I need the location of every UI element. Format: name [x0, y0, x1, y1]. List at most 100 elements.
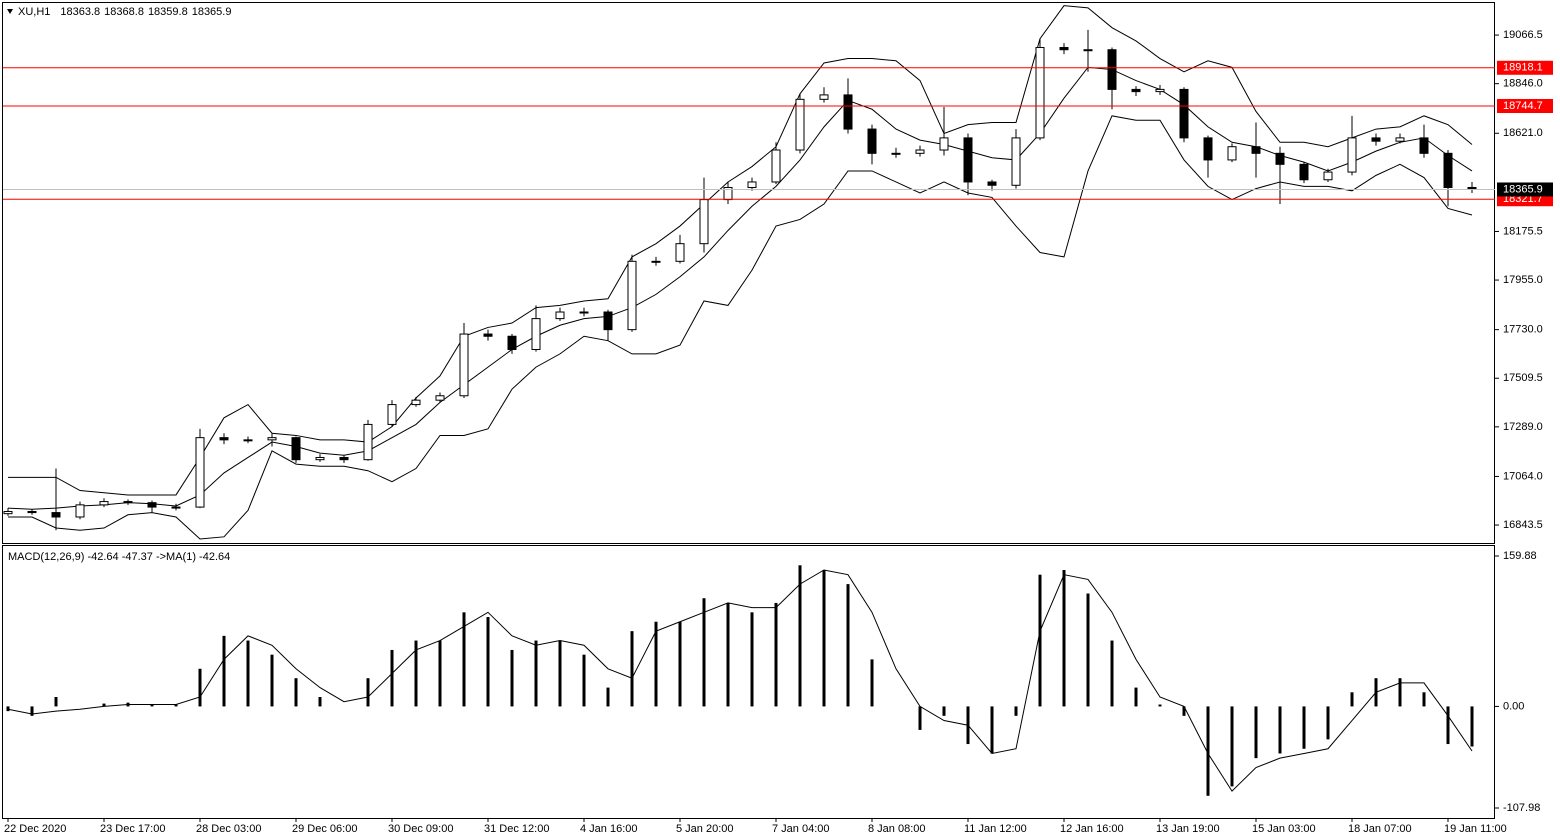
y-tick-label: 17730.0: [1503, 324, 1543, 336]
x-tick-label: 8 Jan 08:00: [868, 823, 926, 835]
macd-bar: [6, 706, 10, 712]
macd-bar: [150, 704, 154, 707]
macd-bar: [558, 640, 562, 707]
macd-bar: [1470, 706, 1474, 747]
macd-bar: [1134, 687, 1138, 707]
macd-bar: [438, 640, 442, 707]
candle-body: [795, 98, 805, 151]
bollinger-upper: [8, 5, 1473, 496]
macd-bar: [870, 659, 874, 707]
y-tick-label: 0.00: [1503, 700, 1524, 712]
x-tick-label: 5 Jan 20:00: [676, 823, 734, 835]
candle-body: [1251, 146, 1261, 154]
candle-body: [459, 333, 469, 397]
candle-body: [1275, 152, 1285, 165]
candle-body: [1011, 137, 1021, 186]
macd-bar: [678, 621, 682, 707]
macd-bar: [918, 706, 922, 730]
level-label-box: [1497, 182, 1553, 197]
candle-body: [1419, 137, 1429, 154]
macd-bar: [1254, 706, 1258, 759]
ohlc-value: 18363.8: [60, 6, 100, 18]
macd-bar: [1038, 574, 1042, 707]
macd-bar: [822, 569, 826, 707]
candle-body: [243, 439, 253, 442]
candle-body: [195, 437, 205, 508]
candle-body: [699, 199, 709, 245]
level-label-box: [1497, 60, 1553, 75]
macd-bar: [414, 640, 418, 707]
symbol-title: XU,H1: [18, 6, 50, 18]
candle-body: [1203, 137, 1213, 161]
candle-body: [1299, 163, 1309, 181]
macd-bar: [1326, 706, 1330, 740]
macd-bar: [510, 649, 514, 707]
candle-body: [867, 128, 877, 154]
candle-body: [843, 94, 853, 130]
bollinger-lower: [8, 115, 1473, 540]
candle-body: [315, 456, 325, 461]
macd-bar: [1398, 678, 1402, 707]
candle-body: [363, 423, 373, 461]
candle-body: [675, 243, 685, 262]
macd-bar: [1086, 593, 1090, 707]
x-tick-label: 30 Dec 09:00: [388, 823, 453, 835]
candle-body: [579, 311, 589, 314]
macd-bar: [582, 654, 586, 707]
candle-body: [555, 311, 565, 320]
candle-body: [3, 510, 13, 515]
macd-bar: [534, 640, 538, 707]
macd-bar: [1110, 640, 1114, 707]
macd-bar: [654, 621, 658, 707]
level-label-box: [1497, 98, 1553, 113]
macd-bar: [606, 687, 610, 707]
macd-bar: [1182, 706, 1186, 716]
macd-bar: [1278, 706, 1282, 754]
candle-body: [963, 137, 973, 183]
macd-bar: [270, 654, 274, 707]
y-tick-label: 19066.5: [1503, 29, 1543, 41]
candle-body: [483, 333, 493, 337]
candle-body: [1371, 137, 1381, 142]
macd-bar: [246, 640, 250, 707]
macd-bar: [366, 678, 370, 707]
level-label: 18744.7: [1503, 100, 1543, 112]
macd-panel: [2, 545, 1495, 819]
candle-body: [1035, 47, 1045, 139]
candle-body: [1179, 88, 1189, 139]
macd-bar: [1206, 706, 1210, 796]
macd-bar: [1230, 706, 1234, 787]
ohlc-value: 18365.9: [192, 6, 232, 18]
candle-body: [291, 437, 301, 461]
macd-bar: [54, 697, 58, 707]
candle-body: [75, 504, 85, 518]
macd-bar: [726, 602, 730, 707]
y-tick-label: 17064.0: [1503, 470, 1543, 482]
candle-body: [1323, 171, 1333, 181]
candle-body: [1227, 146, 1237, 161]
candle-body: [891, 152, 901, 155]
candle-body: [99, 501, 109, 506]
macd-bar: [1446, 706, 1450, 745]
collapse-arrow[interactable]: [7, 9, 13, 14]
macd-bar: [222, 635, 226, 707]
macd-bar: [1302, 706, 1306, 749]
macd-bar: [462, 612, 466, 707]
candle-body: [147, 502, 157, 508]
macd-bar: [630, 631, 634, 707]
candle-body: [219, 437, 229, 441]
x-tick-label: 22 Dec 2020: [4, 823, 66, 835]
macd-bar: [702, 598, 706, 707]
candle-body: [819, 94, 829, 100]
ohlc-value: 18359.8: [148, 6, 188, 18]
candle-body: [171, 506, 181, 509]
x-tick-label: 23 Dec 17:00: [100, 823, 165, 835]
y-tick-label: 18621.0: [1503, 127, 1543, 139]
macd-bar: [30, 706, 34, 716]
y-tick-label: 17509.5: [1503, 372, 1543, 384]
candle-body: [1155, 88, 1165, 93]
candle-body: [123, 501, 133, 504]
x-tick-label: 19 Jan 11:00: [1444, 823, 1507, 835]
